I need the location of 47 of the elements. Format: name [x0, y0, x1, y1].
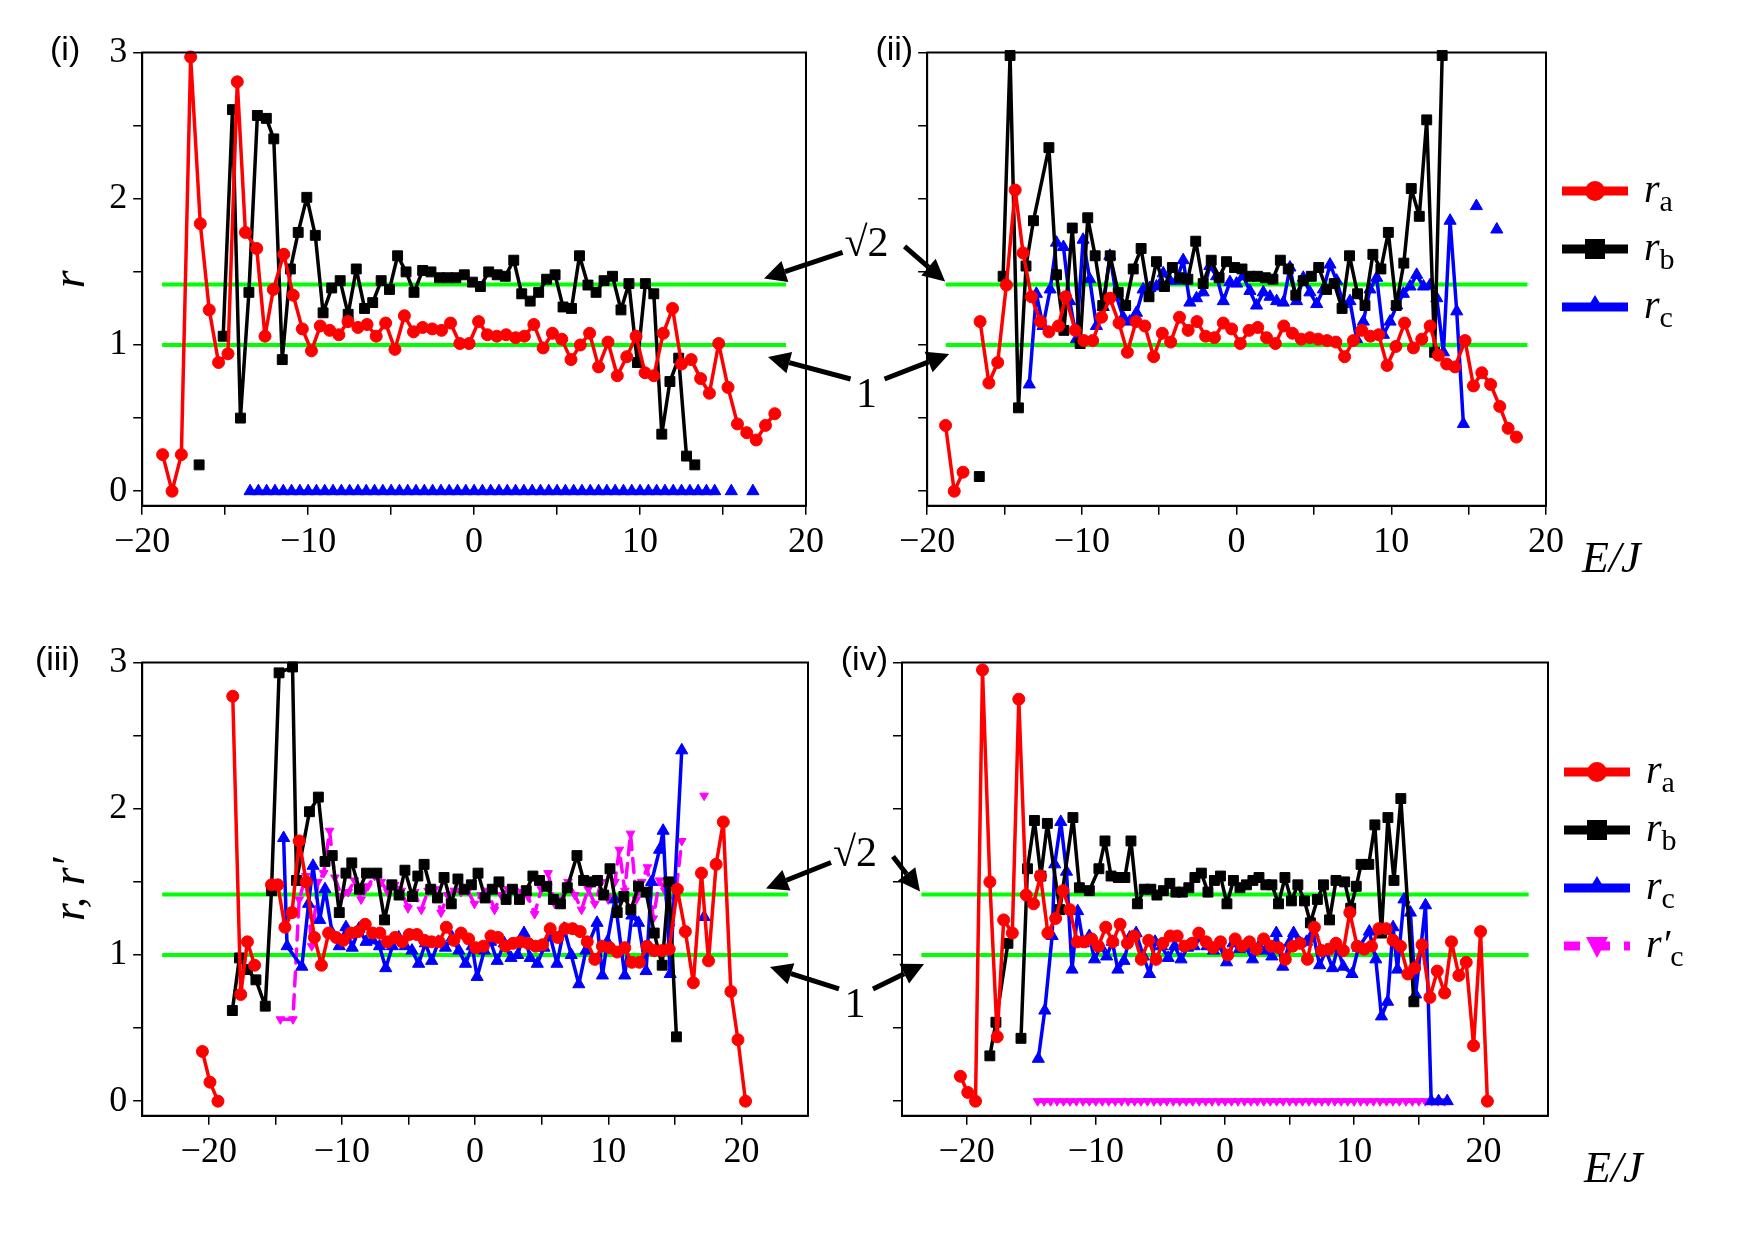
x-tick-label: 0: [1227, 519, 1246, 560]
y-tick-label: 2: [109, 176, 128, 217]
text: (ii): [875, 28, 914, 67]
legend-label: r$_{b}$: [1646, 803, 1677, 857]
x-tick-label: −20: [899, 519, 956, 560]
x-tick-label: −10: [1053, 519, 1111, 560]
y-tick-label: 1: [109, 932, 128, 973]
x-tick-label: −20: [180, 1129, 237, 1170]
legend-label: r$_{a}$: [1646, 745, 1675, 799]
y-axis-title: r, r′: [42, 856, 94, 922]
x-tick-label: −10: [313, 1129, 371, 1170]
x-tick-label: 0: [1216, 1129, 1234, 1170]
legend-label: r$_{c}$: [1644, 280, 1673, 334]
y-tick-label: 3: [109, 30, 128, 71]
y-tick-label: 2: [109, 786, 128, 827]
y-tick-label: 0: [109, 1078, 128, 1119]
text: (i): [50, 28, 81, 67]
x-tick-label: 10: [590, 1129, 627, 1170]
x-tick-label: −20: [114, 519, 171, 560]
x-tick-label: −10: [1067, 1129, 1124, 1170]
x-axis-title: E/J: [1582, 532, 1641, 582]
x-tick-label: 10: [1373, 519, 1410, 560]
ref-line-label: 1: [844, 979, 866, 1026]
text: (iii): [34, 638, 81, 677]
x-tick-label: 20: [788, 519, 824, 560]
x-tick-label: 20: [723, 1129, 760, 1170]
ref-line-label: √2: [832, 829, 878, 876]
y-tick-label: 1: [109, 322, 128, 363]
x-tick-label: 0: [465, 519, 484, 560]
x-tick-label: 0: [466, 1129, 485, 1170]
x-tick-label: 20: [1465, 1129, 1502, 1170]
legend-label: r$_{c}$: [1646, 861, 1675, 915]
y-axis-title: r: [42, 269, 94, 289]
x-axis-title: E/J: [1584, 1142, 1643, 1192]
x-tick-label: 10: [622, 519, 659, 560]
legend-label: r$_{a}$: [1644, 164, 1673, 218]
text: (iv): [840, 638, 888, 677]
x-tick-label: 20: [1528, 519, 1564, 560]
legend-label: r$_{b}$: [1644, 222, 1675, 276]
legend-label: r′$_{c}$: [1646, 919, 1684, 973]
ref-line-label: 1: [856, 369, 878, 416]
x-tick-label: 10: [1336, 1129, 1373, 1170]
ref-line-label: √2: [844, 219, 889, 266]
x-tick-label: −10: [279, 519, 337, 560]
y-tick-label: 3: [109, 640, 128, 681]
y-tick-label: 0: [109, 468, 128, 509]
x-tick-label: −20: [938, 1129, 995, 1170]
